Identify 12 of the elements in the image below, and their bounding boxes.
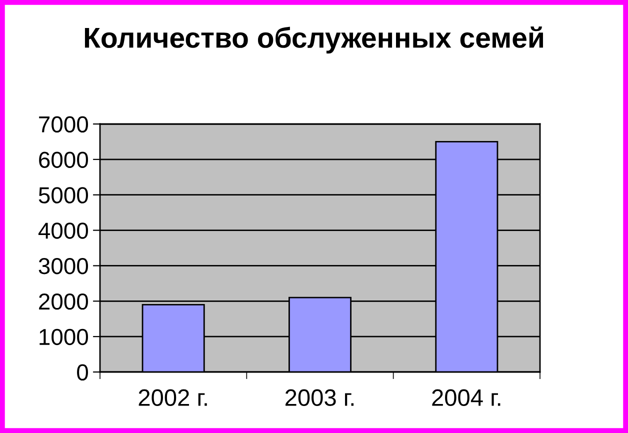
y-tick-label: 3000	[38, 258, 88, 274]
y-tick-label: 2000	[39, 293, 88, 310]
chart-title: Количество обслуженных семей	[84, 26, 543, 54]
x-tick-label: 2003 г.	[286, 389, 354, 406]
y-tick-label: 7000	[39, 116, 88, 133]
x-tick-label: 2002 г.	[138, 389, 207, 406]
y-tick-label: 1000	[40, 328, 88, 346]
y-tick-label: 0	[77, 364, 88, 381]
y-tick-label: 5000	[38, 187, 88, 204]
y-tick-label: 6000	[39, 152, 88, 168]
y-tick-label: 4000	[38, 222, 88, 239]
x-tick-label: 2004 г.	[432, 389, 500, 406]
